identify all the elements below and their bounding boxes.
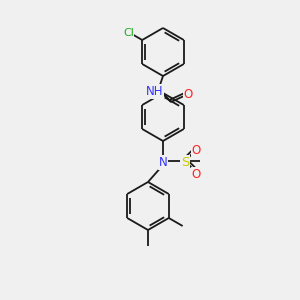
- Text: N: N: [159, 156, 167, 169]
- Text: O: O: [183, 88, 193, 101]
- Text: O: O: [191, 144, 201, 157]
- Text: Cl: Cl: [123, 28, 134, 38]
- Text: S: S: [181, 156, 189, 169]
- Text: O: O: [191, 168, 201, 181]
- Text: NH: NH: [146, 85, 164, 98]
